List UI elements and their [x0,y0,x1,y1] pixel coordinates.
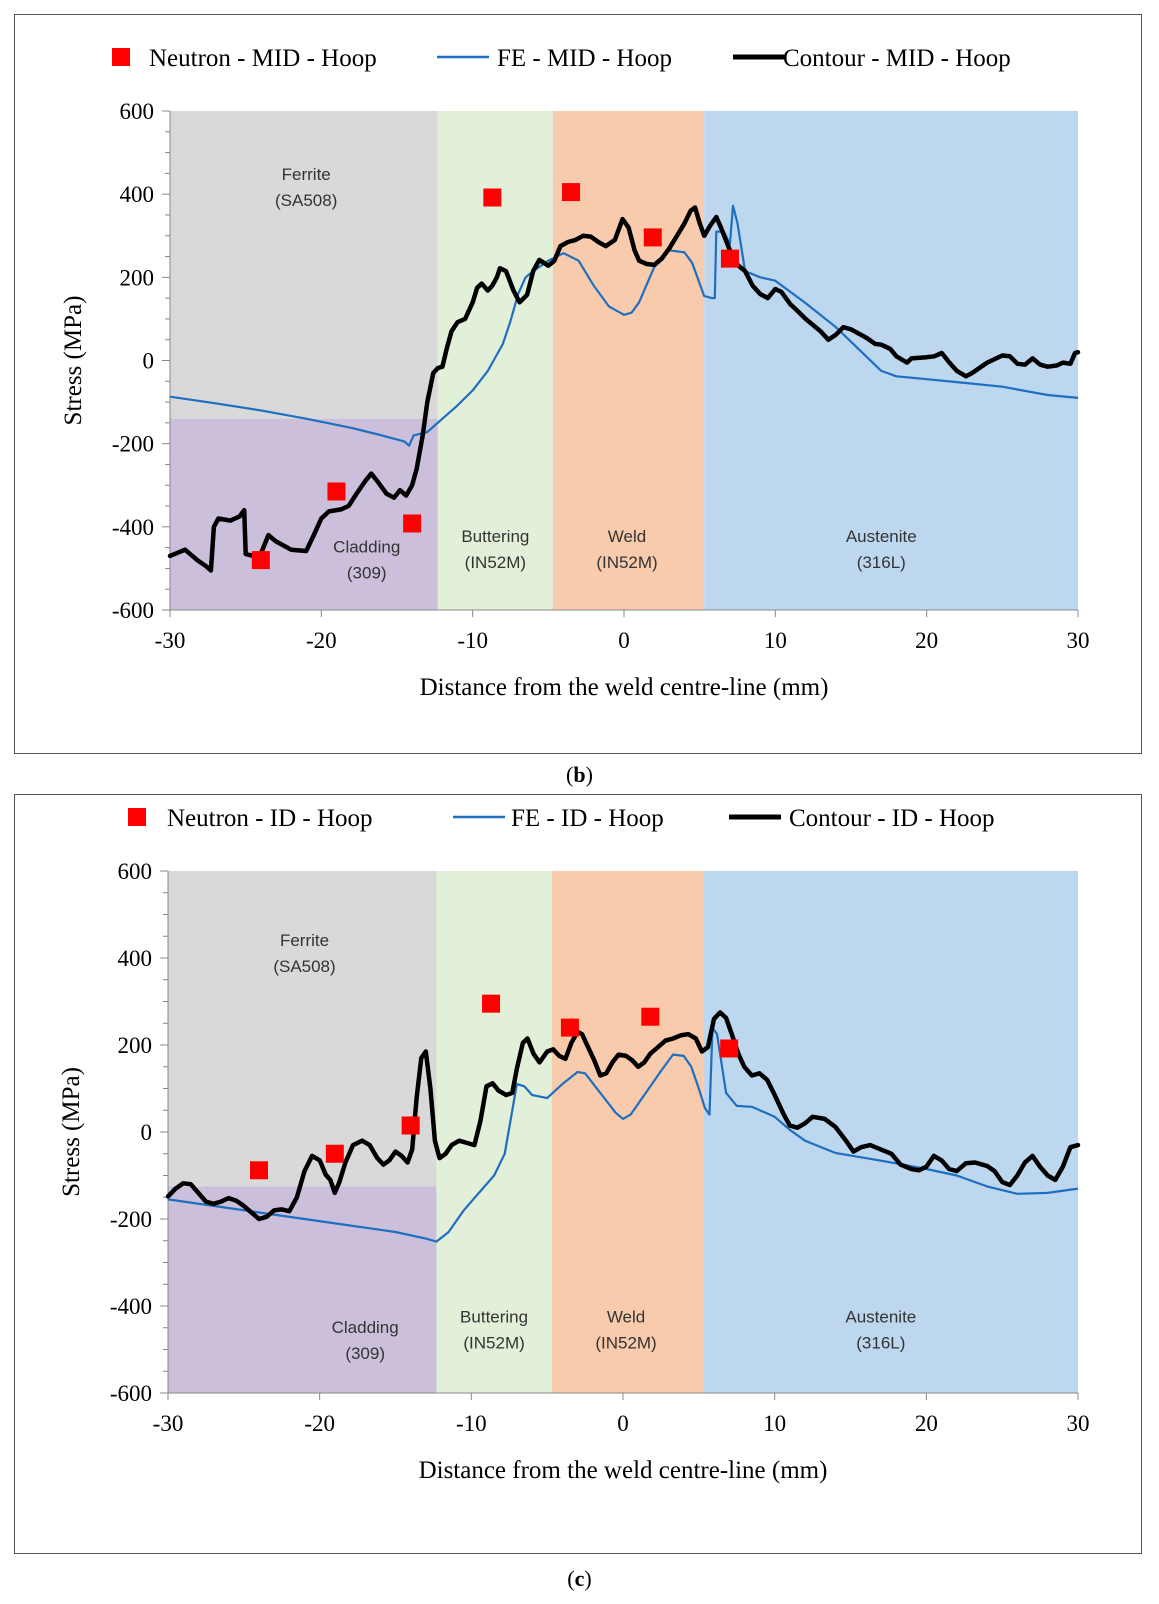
x-axis-title-b: Distance from the weld centre-line (mm) [420,674,829,701]
chart-c-svg: Ferrite (SA508) Cladding (309) Buttering (IN5… [58,805,1090,1484]
x-tick-label-b: 0 [618,628,630,653]
neutron-point-b-1 [327,482,346,501]
series-contour-line-b [167,205,1081,573]
y-tick-label-b: -200 [112,432,154,457]
neutron-point-c-2 [401,1116,420,1135]
region-sublabel-austenite-b: (316L) [857,553,906,572]
region-sublabel-cladding-c: (309) [345,1344,385,1363]
x-tick-label-b: 10 [764,628,787,653]
caption-b: (b) [0,762,1159,788]
neutron-point-b-2 [403,514,422,533]
x-tick-label-c: -20 [304,1411,335,1436]
region-label-weld-c: Weld [607,1307,645,1326]
legend-marker-neutron-b [112,48,130,66]
x-tick-label-c: 30 [1067,1411,1090,1436]
y-tick-label-c: -400 [110,1294,152,1319]
x-tick-label-b: -10 [457,628,488,653]
region-cladding-b [170,418,438,610]
region-austenite-c [703,871,1078,1393]
y-tick-label-c: 0 [141,1120,153,1145]
region-sublabel-weld-c: (IN52M) [595,1333,656,1352]
x-tick-label-c: 20 [915,1411,938,1436]
neutron-point-c-6 [720,1039,739,1058]
region-label-buttering-b: Buttering [461,527,529,546]
neutron-point-c-3 [482,994,501,1013]
chart-b-svg: Ferrite (SA508) Cladding (309) Buttering (IN5… [60,45,1090,701]
region-cladding-c [168,1186,437,1393]
y-tick-label-b: -600 [112,598,154,623]
y-tick-label-c: 200 [118,1033,153,1058]
y-tick-label-c: -200 [110,1207,152,1232]
neutron-point-b-6 [720,249,739,268]
region-label-weld-b: Weld [608,527,646,546]
region-sublabel-austenite-c: (316L) [856,1333,905,1352]
legend-label-1-c: FE - ID - Hoop [511,805,664,832]
region-label-austenite-b: Austenite [846,527,917,546]
region-label-cladding-b: Cladding [333,537,400,556]
neutron-point-b-0 [251,551,270,570]
caption-b-close: ) [585,762,593,787]
y-tick-label-c: -600 [110,1381,152,1406]
neutron-point-b-4 [562,183,581,202]
region-buttering-c [436,871,552,1393]
caption-b-open: ( [566,762,574,787]
neutron-point-c-0 [250,1161,268,1180]
neutron-point-b-3 [483,188,502,207]
legend-label-2-c: Contour - ID - Hoop [789,805,995,832]
region-sublabel-buttering-b: (IN52M) [465,553,526,572]
x-tick-label-c: -10 [456,1411,487,1436]
x-tick-label-b: 20 [915,628,938,653]
x-tick-label-c: 10 [763,1411,786,1436]
region-label-ferrite-c: Ferrite [280,931,329,950]
region-label-austenite-c: Austenite [845,1307,916,1326]
series-fe-line-c [167,1026,1079,1243]
neutron-point-c-5 [641,1007,660,1026]
caption-c-close: ) [584,1566,592,1591]
y-tick-label-b: 0 [143,349,155,374]
x-tick-label-c: 0 [617,1411,629,1436]
x-tick-label-b: -20 [306,628,337,653]
x-tick-label-b: -30 [155,628,186,653]
caption-c-open: ( [567,1566,575,1591]
neutron-point-c-4 [560,1018,579,1037]
y-axis-title-c: Stress (MPa) [58,1067,85,1197]
region-label-buttering-c: Buttering [460,1307,528,1326]
legend-label-0-c: Neutron - ID - Hoop [167,805,373,832]
series-fe-line-b [169,204,1079,447]
y-tick-label-c: 600 [118,859,153,884]
region-sublabel-cladding-b: (309) [347,563,387,582]
x-tick-label-c: -30 [153,1411,184,1436]
caption-c: (c) [0,1566,1159,1592]
region-sublabel-ferrite-b: (SA508) [275,191,337,210]
y-tick-label-b: 200 [120,265,155,290]
x-axis-title-c: Distance from the weld centre-line (mm) [419,1457,828,1484]
neutron-point-b-5 [643,228,662,247]
y-axis-title-b: Stress (MPa) [60,296,87,426]
legend-label-1-b: FE - MID - Hoop [497,45,672,72]
region-label-cladding-c: Cladding [332,1318,399,1337]
y-tick-label-c: 400 [118,946,153,971]
y-tick-label-b: 400 [120,182,155,207]
legend-label-2-b: Contour - MID - Hoop [783,45,1011,72]
caption-b-letter: b [573,762,586,787]
legend-marker-neutron-c [128,808,146,826]
neutron-point-c-1 [325,1144,344,1163]
y-tick-label-b: -400 [112,515,154,540]
chart-panel-b: Ferrite (SA508) Cladding (309) Buttering (IN5… [14,14,1142,754]
legend-label-0-b: Neutron - MID - Hoop [149,45,377,72]
caption-c-letter: c [574,1566,585,1591]
chart-panel-c: Ferrite (SA508) Cladding (309) Buttering (IN5… [14,794,1142,1554]
region-sublabel-buttering-c: (IN52M) [463,1333,524,1352]
region-sublabel-weld-b: (IN52M) [596,553,657,572]
series-contour-line-c [165,1010,1081,1222]
region-weld-c [551,871,704,1393]
region-ferrite-c [168,871,437,1187]
region-sublabel-ferrite-c: (SA508) [273,957,335,976]
region-ferrite-b [170,111,438,419]
y-tick-label-b: 600 [120,99,155,124]
region-label-ferrite-b: Ferrite [282,165,331,184]
x-tick-label-b: 30 [1067,628,1090,653]
